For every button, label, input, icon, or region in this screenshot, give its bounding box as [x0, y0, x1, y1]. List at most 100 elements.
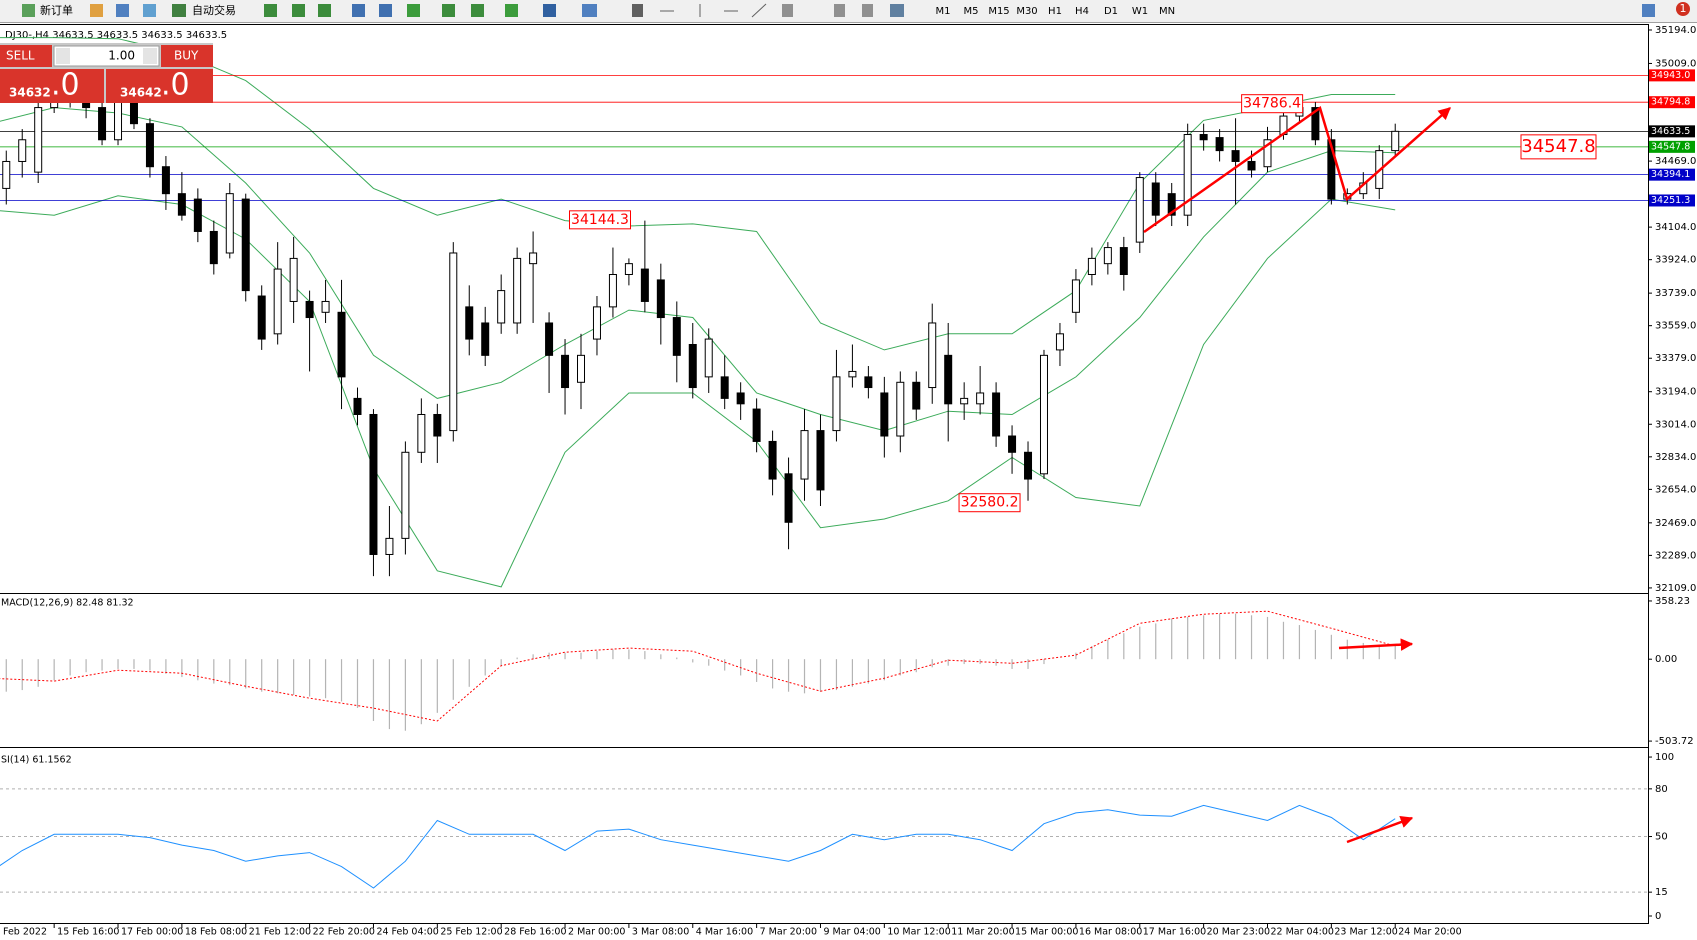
candle-body	[1008, 435, 1017, 453]
x-tick-label: 22 Mar 04:00	[1271, 927, 1334, 938]
plot-area: 34943.0 34794.8 34633.5 34547.8 34394.1 34251…	[0, 25, 1696, 938]
y-tick-label: 35009.0	[1655, 58, 1696, 69]
buy-price[interactable]: 34642	[120, 86, 162, 100]
sell-button[interactable]	[0, 45, 52, 67]
y-tick-label: 33559.0	[1655, 321, 1696, 332]
level-label-bg	[1649, 168, 1695, 181]
buy-label[interactable]: BUY	[174, 49, 199, 63]
lot-up[interactable]	[143, 48, 157, 64]
lot-down[interactable]	[56, 48, 70, 64]
x-tick-label: 28 Feb 16:00	[504, 927, 566, 938]
icon[interactable]	[264, 4, 277, 17]
y-tick-label: 50	[1655, 832, 1668, 843]
buy-price-box[interactable]	[106, 69, 213, 103]
y-tick-label: 33379.0	[1655, 353, 1696, 364]
new-order-icon[interactable]	[22, 4, 35, 17]
candle-body	[1135, 177, 1144, 243]
timeframe[interactable]: W1	[1132, 6, 1148, 17]
candle-body	[1055, 333, 1064, 351]
search-icon[interactable]	[1642, 4, 1655, 17]
toolbar: 新订单 自动交易 M1 M5 M15 M30 H1 H4 D1 W1 MN 1	[0, 0, 1697, 23]
badge[interactable]	[1676, 2, 1690, 16]
timeframe[interactable]: M30	[1016, 6, 1037, 17]
icon[interactable]	[143, 4, 156, 17]
auto-trading[interactable]: 自动交易	[192, 3, 236, 17]
auto-trading-icon[interactable]	[172, 4, 186, 17]
icon[interactable]	[352, 4, 365, 17]
timeframe[interactable]: M1	[936, 6, 951, 17]
candle-body	[129, 101, 138, 125]
candle-body	[720, 376, 729, 399]
lot-input[interactable]	[53, 45, 160, 67]
timeframe[interactable]: H4	[1075, 6, 1089, 17]
y-tick-label: 32109.0	[1655, 583, 1696, 594]
candle-body	[656, 279, 665, 319]
indicator-label: SI(14) 61.1562	[1, 755, 72, 766]
candle-body	[1039, 354, 1048, 475]
y-tick-label: 33924.0	[1655, 255, 1696, 266]
rsi-line	[0, 804, 1396, 889]
icon[interactable]	[890, 4, 904, 17]
candle-body	[1071, 279, 1080, 313]
icon[interactable]	[90, 4, 103, 17]
icon[interactable]	[751, 3, 767, 18]
y-tick-label: 32289.0	[1655, 550, 1696, 561]
icon[interactable]	[782, 4, 793, 17]
icon[interactable]	[116, 4, 129, 17]
level-label: 34943.0	[1651, 70, 1690, 81]
candle-body	[736, 392, 745, 405]
new-order[interactable]: 新订单	[40, 3, 73, 17]
candle-body	[944, 354, 953, 405]
sell-price-box[interactable]	[0, 69, 104, 103]
candle-body	[481, 322, 490, 356]
icon[interactable]	[505, 4, 518, 17]
candle-body	[864, 376, 873, 389]
buy-button[interactable]	[161, 45, 213, 67]
candle-body	[1087, 257, 1096, 276]
icon[interactable]	[834, 4, 845, 17]
timeframe[interactable]: D1	[1104, 6, 1118, 17]
panel-borders	[0, 24, 1649, 924]
candle-body	[529, 252, 538, 265]
icon[interactable]	[582, 4, 597, 17]
icon[interactable]	[292, 4, 305, 17]
candle-body	[18, 139, 27, 162]
candle-body	[577, 354, 586, 383]
sell-price[interactable]: 34632	[9, 86, 51, 100]
icon[interactable]	[543, 4, 556, 17]
level-label: 34633.5	[1651, 126, 1690, 137]
icon[interactable]	[407, 4, 420, 17]
candle-body	[1199, 134, 1208, 141]
candle-body	[912, 381, 921, 410]
level-label: 34794.8	[1651, 97, 1690, 108]
candle-body	[513, 257, 522, 324]
indicator-label: MACD(12,26,9) 82.48 81.32	[1, 598, 134, 609]
icon[interactable]	[379, 4, 392, 17]
icon[interactable]	[318, 4, 331, 17]
timeframe[interactable]: MN	[1159, 6, 1175, 17]
y-tick-label: 0	[1655, 911, 1661, 922]
sell-label[interactable]: SELL	[6, 49, 35, 63]
x-tick-label: 25 Feb 12:00	[440, 927, 502, 938]
x-tick-label: 9 Mar 04:00	[823, 927, 880, 938]
x-tick-label: 21 Feb 12:00	[249, 927, 311, 938]
candle-body	[592, 306, 601, 340]
buy-price-fraction[interactable]: .0	[161, 68, 190, 103]
timeframe[interactable]: H1	[1048, 6, 1062, 17]
icon[interactable]	[862, 4, 873, 17]
timeframe[interactable]: M5	[964, 6, 979, 17]
y-tick-label: 358.23	[1655, 596, 1690, 607]
candle-body	[848, 370, 857, 378]
lot-value[interactable]: 1.00	[108, 49, 135, 63]
icon[interactable]	[632, 4, 643, 17]
trend-arrow	[1143, 105, 1451, 234]
trade-panel: SELL 1.00 BUY 34632 .0 34642 .0	[0, 43, 213, 103]
timeframe[interactable]: M15	[988, 6, 1009, 17]
icon[interactable]	[442, 4, 455, 17]
icon[interactable]	[471, 4, 484, 17]
level-label-bg	[1649, 140, 1695, 153]
price-annotation-box	[568, 210, 631, 230]
candle-body	[145, 123, 154, 168]
sell-price-fraction[interactable]: .0	[51, 68, 80, 103]
candle-body	[1119, 247, 1128, 276]
